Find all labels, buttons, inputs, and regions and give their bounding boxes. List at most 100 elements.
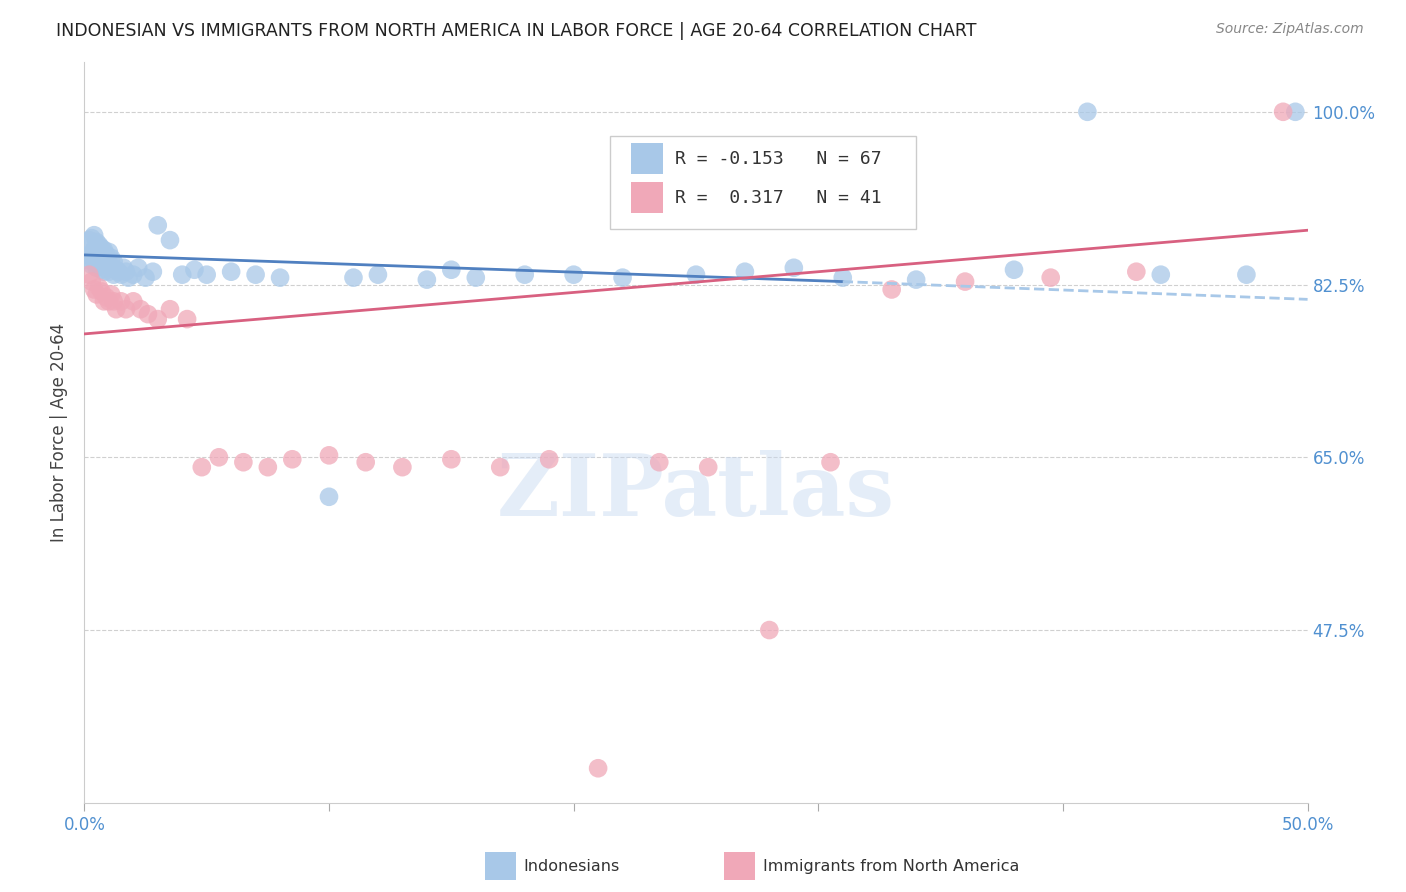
Point [87, 258, 110, 272]
Point [83, 228, 105, 243]
Point [208, 450, 231, 465]
Point [183, 262, 205, 277]
Point [391, 460, 413, 475]
Point [195, 268, 218, 282]
Point [110, 268, 132, 282]
Point [76, 252, 98, 267]
Point [77, 248, 100, 262]
Point [1125, 265, 1147, 279]
Point [734, 265, 756, 279]
Point [820, 455, 842, 469]
Point [685, 268, 707, 282]
Point [953, 275, 976, 289]
Point [83, 283, 105, 297]
Bar [631, 143, 664, 174]
Point [90, 285, 112, 299]
Point [93, 265, 115, 279]
Point [90, 262, 112, 277]
Point [77, 233, 100, 247]
Point [80, 275, 103, 289]
Point [538, 452, 561, 467]
Point [191, 460, 214, 475]
Point [586, 761, 609, 775]
Point [1272, 104, 1295, 119]
Text: ZIPatlas: ZIPatlas [496, 450, 896, 533]
Point [122, 294, 145, 309]
Point [80, 244, 103, 259]
Point [648, 455, 671, 469]
Point [880, 283, 903, 297]
Point [489, 460, 512, 475]
Point [105, 302, 128, 317]
Point [83, 255, 105, 269]
Point [464, 270, 486, 285]
Point [86, 248, 108, 262]
Point [697, 460, 720, 475]
Point [440, 262, 463, 277]
Point [905, 272, 928, 286]
Point [117, 270, 139, 285]
Point [758, 623, 780, 637]
Text: R =  0.317   N = 41: R = 0.317 N = 41 [675, 189, 882, 207]
Point [783, 260, 806, 275]
Point [100, 260, 122, 275]
Text: Immigrants from North America: Immigrants from North America [763, 859, 1019, 873]
Point [1076, 104, 1098, 119]
Text: INDONESIAN VS IMMIGRANTS FROM NORTH AMERICA IN LABOR FORCE | AGE 20-64 CORRELATI: INDONESIAN VS IMMIGRANTS FROM NORTH AMER… [56, 22, 977, 40]
Point [87, 280, 110, 294]
Point [96, 258, 118, 272]
Bar [631, 182, 664, 213]
Point [103, 268, 125, 282]
Point [612, 270, 634, 285]
Point [96, 290, 118, 304]
Point [136, 307, 159, 321]
Point [115, 302, 138, 317]
Point [831, 270, 853, 285]
Point [416, 272, 439, 286]
Y-axis label: In Labor Force | Age 20-64: In Labor Force | Age 20-64 [51, 323, 69, 542]
Point [96, 248, 118, 262]
Point [86, 287, 108, 301]
Point [440, 452, 463, 467]
Point [103, 255, 125, 269]
Point [97, 255, 120, 269]
Point [122, 268, 145, 282]
Point [146, 219, 169, 233]
Point [112, 260, 135, 275]
Text: R = -0.153   N = 67: R = -0.153 N = 67 [675, 150, 882, 168]
Point [245, 268, 267, 282]
Point [107, 265, 129, 279]
Point [83, 243, 105, 257]
Point [87, 238, 110, 252]
Point [354, 455, 377, 469]
Point [80, 258, 103, 272]
Point [97, 294, 120, 309]
Point [172, 268, 194, 282]
Point [269, 270, 291, 285]
Point [97, 265, 120, 279]
Point [1002, 262, 1025, 277]
Point [1039, 270, 1062, 285]
Point [77, 268, 100, 282]
Point [80, 231, 103, 245]
Point [562, 268, 585, 282]
Point [1150, 268, 1173, 282]
Point [90, 241, 112, 255]
Point [86, 260, 108, 275]
Point [100, 251, 122, 265]
Point [110, 294, 132, 309]
Point [257, 460, 280, 475]
Point [142, 265, 165, 279]
Point [219, 265, 242, 279]
Point [97, 244, 120, 259]
Point [115, 265, 138, 279]
FancyBboxPatch shape [610, 136, 917, 229]
Point [232, 455, 254, 469]
Point [281, 452, 304, 467]
Text: Indonesians: Indonesians [523, 859, 619, 873]
Point [86, 235, 108, 249]
Point [93, 243, 115, 257]
Point [159, 302, 181, 317]
Text: Source: ZipAtlas.com: Source: ZipAtlas.com [1216, 22, 1364, 37]
Point [367, 268, 389, 282]
